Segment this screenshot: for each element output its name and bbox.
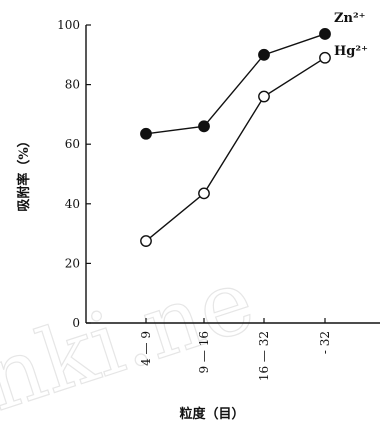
chart-axes [85,25,380,324]
y-axis-label: 吸附率（%） [16,134,32,211]
watermark-text: nki.ne [0,248,266,431]
data-point-0-3 [319,28,331,40]
data-point-1-1 [198,187,210,200]
legend-label-0: Zn²⁺ [334,11,366,26]
legend: Zn²⁺ Hg²⁺ [334,11,368,59]
legend-label-1: Hg²⁺ [334,44,368,59]
y-tick-label: 100 [57,18,80,32]
data-point-0-1 [198,120,210,133]
data-point-0-0 [140,127,152,140]
x-tick-label: 16 — 32 [257,331,271,381]
x-tick-label: 9 — 16 [197,331,211,374]
series-line-0 [145,33,326,135]
x-tick-label: - 32 [318,331,332,354]
series-line-1 [145,57,326,242]
y-tick-label: 20 [65,256,80,270]
y-ticks: 0 20 40 60 80 100 [57,18,91,330]
data-point-1-2 [258,90,270,103]
y-tick-label: 0 [72,316,80,330]
data-point-1-0 [140,235,152,247]
data-point-1-3 [319,51,331,64]
x-ticks: 4 — 9 9 — 16 16 — 32 - 32 [139,318,332,381]
x-tick-label: 4 — 9 [139,331,153,366]
y-tick-label: 80 [65,78,80,92]
x-axis-label: 粒度（目） [179,406,244,422]
series-points [140,28,331,247]
data-point-0-2 [258,48,270,61]
series-lines [145,33,326,242]
y-tick-label: 40 [65,197,80,211]
y-tick-label: 60 [65,137,80,151]
